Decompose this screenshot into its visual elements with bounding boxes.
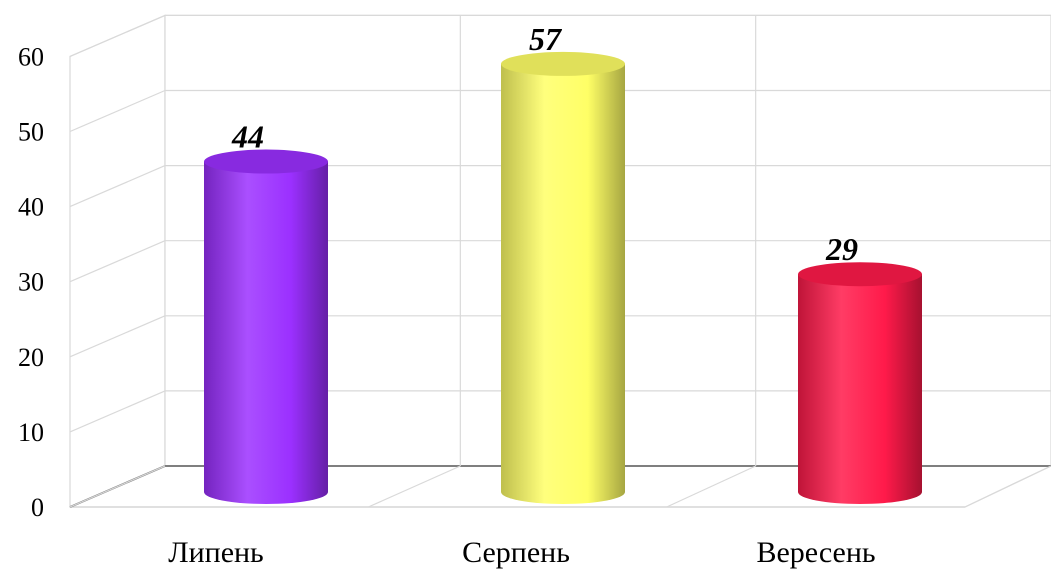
data-labels: 44 57 29	[231, 21, 858, 267]
bar-0	[204, 149, 328, 504]
side-gridline	[69, 390, 166, 433]
x-tick-label: Вересень	[756, 536, 875, 569]
side-gridline	[69, 315, 166, 358]
bar-body	[204, 161, 328, 504]
side-gridline	[69, 89, 166, 133]
y-tick-label: 20	[18, 343, 44, 372]
bar-body	[501, 63, 625, 505]
bar-1	[501, 51, 625, 505]
side-gridline	[69, 14, 166, 57]
bar-2	[798, 262, 922, 504]
y-tick-label: 30	[18, 268, 44, 297]
x-axis-ticks: Липень Серпень Вересень	[168, 536, 875, 569]
floor-divider	[964, 465, 1051, 508]
side-gridline	[69, 240, 166, 283]
data-label: 57	[529, 21, 563, 57]
bars	[204, 51, 922, 505]
bar-body	[798, 274, 922, 504]
data-label: 29	[825, 231, 858, 267]
floor-divider	[368, 465, 461, 508]
y-tick-label: 10	[18, 418, 44, 447]
bar-top	[204, 149, 328, 174]
x-tick-label: Серпень	[462, 536, 570, 569]
bar-top	[501, 51, 625, 76]
side-gridline	[69, 165, 166, 208]
y-axis-ticks: 0 10 20 30 40 50 60	[18, 42, 44, 522]
bar-top	[798, 262, 922, 287]
y-tick-label: 40	[18, 193, 44, 222]
y-tick-label: 60	[18, 42, 44, 71]
y-tick-label: 0	[31, 493, 44, 522]
y-tick-label: 50	[18, 118, 44, 147]
data-label: 44	[231, 119, 264, 155]
floor-divider	[69, 465, 166, 508]
x-tick-label: Липень	[168, 536, 264, 569]
floor-divider	[666, 465, 756, 508]
